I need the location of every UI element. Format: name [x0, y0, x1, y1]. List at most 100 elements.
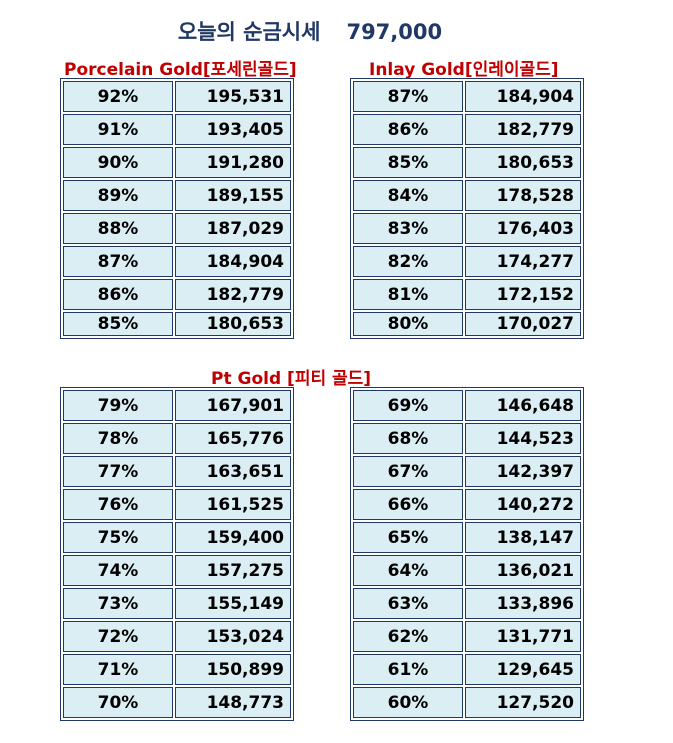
price-cell: 157,275	[175, 555, 291, 586]
price-cell: 142,397	[465, 456, 581, 487]
price-cell: 184,904	[465, 81, 581, 112]
table-row: 81% 172,152	[353, 279, 581, 310]
purity-cell: 92%	[63, 81, 173, 112]
price-cell: 138,147	[465, 522, 581, 553]
price-cell: 127,520	[465, 687, 581, 718]
purity-cell: 86%	[63, 279, 173, 310]
table-row: 73% 155,149	[63, 588, 291, 619]
price-cell: 172,152	[465, 279, 581, 310]
purity-cell: 76%	[63, 489, 173, 520]
purity-cell: 63%	[353, 588, 463, 619]
page-title: 오늘의 순금시세 797,000	[0, 16, 620, 46]
purity-cell: 86%	[353, 114, 463, 145]
price-cell: 191,280	[175, 147, 291, 178]
section-title-porcelain: Porcelain Gold[포세린골드]	[64, 60, 297, 80]
purity-cell: 80%	[353, 312, 463, 336]
table-row: 63% 133,896	[353, 588, 581, 619]
purity-cell: 75%	[63, 522, 173, 553]
table-row: 78% 165,776	[63, 423, 291, 454]
price-cell: 187,029	[175, 213, 291, 244]
price-table-pt-left: 79% 167,901 78% 165,776 77% 163,651 76% 161,525…	[60, 387, 294, 721]
price-cell: 136,021	[465, 555, 581, 586]
purity-cell: 60%	[353, 687, 463, 718]
price-cell: 167,901	[175, 390, 291, 421]
price-cell: 176,403	[465, 213, 581, 244]
purity-cell: 83%	[353, 213, 463, 244]
purity-cell: 74%	[63, 555, 173, 586]
price-cell: 180,653	[175, 312, 291, 336]
purity-cell: 62%	[353, 621, 463, 652]
table-row: 64% 136,021	[353, 555, 581, 586]
price-table-pt-right: 69% 146,648 68% 144,523 67% 142,397 66% 140,272…	[350, 387, 584, 721]
table-row: 87% 184,904	[63, 246, 291, 277]
table-row: 91% 193,405	[63, 114, 291, 145]
table-row: 85% 180,653	[63, 312, 291, 336]
table-row: 84% 178,528	[353, 180, 581, 211]
table-row: 66% 140,272	[353, 489, 581, 520]
table-row: 65% 138,147	[353, 522, 581, 553]
purity-cell: 91%	[63, 114, 173, 145]
price-cell: 182,779	[175, 279, 291, 310]
price-cell: 129,645	[465, 654, 581, 685]
table-row: 60% 127,520	[353, 687, 581, 718]
table-row: 74% 157,275	[63, 555, 291, 586]
purity-cell: 87%	[353, 81, 463, 112]
price-cell: 131,771	[465, 621, 581, 652]
purity-cell: 89%	[63, 180, 173, 211]
table-row: 86% 182,779	[353, 114, 581, 145]
price-cell: 178,528	[465, 180, 581, 211]
purity-cell: 72%	[63, 621, 173, 652]
price-cell: 174,277	[465, 246, 581, 277]
price-cell: 146,648	[465, 390, 581, 421]
price-cell: 155,149	[175, 588, 291, 619]
table-row: 86% 182,779	[63, 279, 291, 310]
purity-cell: 73%	[63, 588, 173, 619]
purity-cell: 78%	[63, 423, 173, 454]
table-row: 87% 184,904	[353, 81, 581, 112]
price-cell: 189,155	[175, 180, 291, 211]
purity-cell: 67%	[353, 456, 463, 487]
section-title-pt: Pt Gold [피티 골드]	[211, 369, 372, 389]
table-row: 69% 146,648	[353, 390, 581, 421]
price-cell: 144,523	[465, 423, 581, 454]
table-row: 77% 163,651	[63, 456, 291, 487]
purity-cell: 81%	[353, 279, 463, 310]
table-row: 76% 161,525	[63, 489, 291, 520]
table-row: 80% 170,027	[353, 312, 581, 336]
table-row: 62% 131,771	[353, 621, 581, 652]
table-row: 85% 180,653	[353, 147, 581, 178]
purity-cell: 61%	[353, 654, 463, 685]
purity-cell: 71%	[63, 654, 173, 685]
price-cell: 159,400	[175, 522, 291, 553]
purity-cell: 87%	[63, 246, 173, 277]
price-cell: 170,027	[465, 312, 581, 336]
purity-cell: 70%	[63, 687, 173, 718]
purity-cell: 68%	[353, 423, 463, 454]
purity-cell: 85%	[63, 312, 173, 336]
table-row: 70% 148,773	[63, 687, 291, 718]
purity-cell: 90%	[63, 147, 173, 178]
price-cell: 195,531	[175, 81, 291, 112]
price-cell: 182,779	[465, 114, 581, 145]
table-row: 67% 142,397	[353, 456, 581, 487]
table-row: 71% 150,899	[63, 654, 291, 685]
section-title-inlay: Inlay Gold[인레이골드]	[369, 60, 559, 80]
price-cell: 153,024	[175, 621, 291, 652]
table-row: 90% 191,280	[63, 147, 291, 178]
table-row: 75% 159,400	[63, 522, 291, 553]
price-cell: 184,904	[175, 246, 291, 277]
purity-cell: 77%	[63, 456, 173, 487]
price-cell: 133,896	[465, 588, 581, 619]
purity-cell: 64%	[353, 555, 463, 586]
purity-cell: 79%	[63, 390, 173, 421]
table-row: 83% 176,403	[353, 213, 581, 244]
table-row: 88% 187,029	[63, 213, 291, 244]
table-row: 89% 189,155	[63, 180, 291, 211]
purity-cell: 69%	[353, 390, 463, 421]
price-cell: 148,773	[175, 687, 291, 718]
purity-cell: 84%	[353, 180, 463, 211]
price-table-inlay: 87% 184,904 86% 182,779 85% 180,653 84% 178,528…	[350, 78, 584, 339]
purity-cell: 85%	[353, 147, 463, 178]
table-row: 68% 144,523	[353, 423, 581, 454]
price-cell: 193,405	[175, 114, 291, 145]
